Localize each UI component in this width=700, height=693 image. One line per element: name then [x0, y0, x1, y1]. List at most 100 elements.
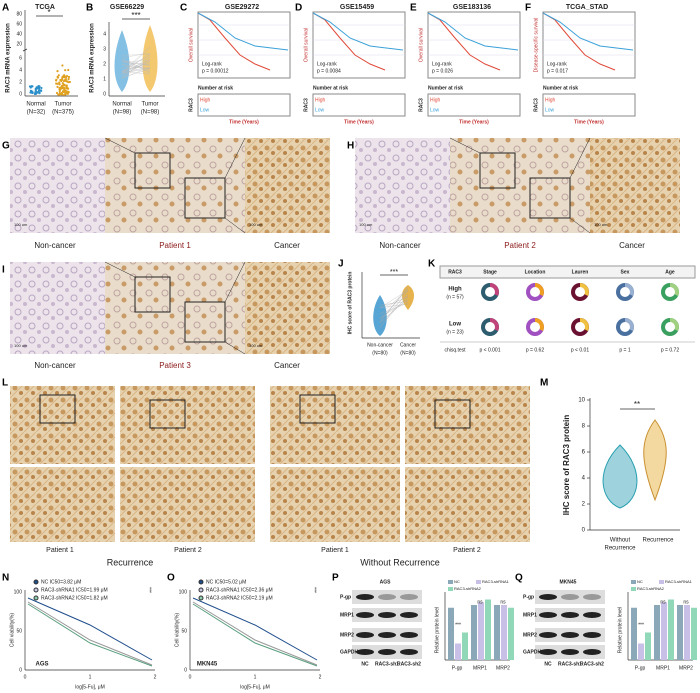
text-label: K	[428, 259, 436, 270]
text-label: 2	[319, 674, 322, 680]
dot	[38, 86, 40, 88]
shape	[120, 386, 255, 464]
text-label: RAC3-shRNA2	[637, 586, 665, 591]
text-label: N	[2, 573, 9, 584]
shape	[428, 94, 520, 116]
text-label: ***	[314, 587, 320, 593]
text-label: GSE15459	[340, 4, 374, 11]
dot	[67, 69, 69, 71]
shape	[476, 580, 481, 584]
dot	[575, 287, 585, 297]
text-label: NC IC50=3.82 μM	[41, 579, 81, 585]
text-label: 100	[179, 589, 188, 595]
text-label: p = 0.00012	[202, 68, 229, 74]
dot	[61, 64, 63, 66]
band	[539, 649, 557, 655]
dot	[530, 322, 540, 332]
text-label: Cell viability(%)	[9, 613, 15, 648]
dot	[530, 287, 540, 297]
text-label: 4	[582, 476, 586, 482]
dot	[485, 287, 495, 297]
text-label: Normal	[26, 102, 45, 108]
text-label: Recurrence	[642, 538, 674, 544]
text-label: chisq.test	[444, 347, 466, 353]
text-label: NC	[544, 661, 552, 667]
violin	[603, 445, 637, 508]
text-label: MRP2	[496, 665, 510, 671]
text-label: Low	[315, 107, 325, 113]
dot	[56, 86, 58, 88]
text-label: P-gp	[523, 594, 534, 600]
dot	[68, 91, 70, 93]
dot	[68, 76, 70, 78]
text-label: Cancer	[274, 361, 300, 370]
dot	[34, 580, 38, 584]
dot	[55, 82, 57, 84]
text-label: 3	[103, 46, 106, 52]
shape	[105, 138, 245, 233]
band	[561, 649, 579, 655]
text-label: RAC3-shRNA1 IC50=1.99 μM	[41, 587, 108, 593]
text-label: p = 0.72	[661, 347, 679, 353]
shape	[245, 262, 330, 354]
dot	[62, 90, 64, 92]
text-label: Patient 1	[46, 547, 74, 554]
text-label: NC IC50=5.02 μM	[206, 579, 246, 585]
text-label: 0	[19, 91, 22, 97]
text-label: MRP2	[340, 632, 354, 638]
text-label: NC	[637, 579, 643, 584]
text-label: 0	[184, 667, 187, 673]
shape	[198, 94, 290, 116]
text-label: IHC score of RAC3 protein	[562, 415, 571, 516]
dot	[68, 78, 70, 80]
text-label: 50	[181, 628, 187, 634]
text-label: I	[2, 265, 5, 276]
text-label: Time (Years)	[459, 119, 489, 125]
text-label: Patient 3	[159, 361, 191, 370]
text-label: TCGA	[35, 4, 55, 11]
shape	[462, 633, 468, 661]
text-label: P-gp	[340, 594, 351, 600]
text-label: Patient 2	[174, 547, 202, 554]
band	[583, 649, 601, 655]
text-label: Patient 1	[159, 241, 191, 250]
band	[356, 594, 374, 600]
text-label: Cancer	[400, 342, 416, 348]
text-label: Non-cancer	[34, 361, 76, 370]
text-label: High	[545, 97, 556, 103]
dot	[64, 69, 66, 71]
text-label: 40	[16, 31, 22, 37]
text-label: RAC3-shRNA2 IC50=1.82 μM	[41, 595, 108, 601]
text-label: RAC3-shRNA1	[482, 579, 510, 584]
shape	[471, 605, 477, 660]
text-label: Cancer	[619, 241, 645, 250]
text-label: J	[338, 259, 344, 270]
dot	[61, 78, 63, 80]
text-label: Patient 2	[453, 547, 481, 554]
shape	[10, 467, 115, 542]
text-label: 20	[16, 41, 22, 47]
shape	[485, 600, 491, 661]
text-label: 80	[16, 11, 22, 17]
shape	[450, 138, 590, 233]
text-label: GSE66229	[110, 4, 144, 11]
text-label: MRP1	[656, 665, 670, 671]
shape	[270, 467, 400, 542]
shape	[120, 467, 255, 542]
text-label: 2	[103, 61, 106, 67]
text-label: (N=98)	[141, 110, 160, 116]
text-label: ***	[455, 622, 461, 628]
band	[378, 594, 396, 600]
band	[561, 612, 579, 618]
shape	[10, 386, 115, 464]
text-label: 8	[582, 424, 586, 430]
text-label: Location	[525, 269, 546, 275]
text-label: RAC3	[188, 98, 194, 112]
text-label: 10	[578, 398, 585, 404]
text-label: 100 um	[14, 343, 28, 348]
text-label: Non-cancer	[367, 342, 393, 348]
shape	[105, 262, 245, 354]
text-label: Number at risk	[428, 85, 463, 91]
text-label: 2	[154, 674, 157, 680]
dot	[575, 322, 585, 332]
